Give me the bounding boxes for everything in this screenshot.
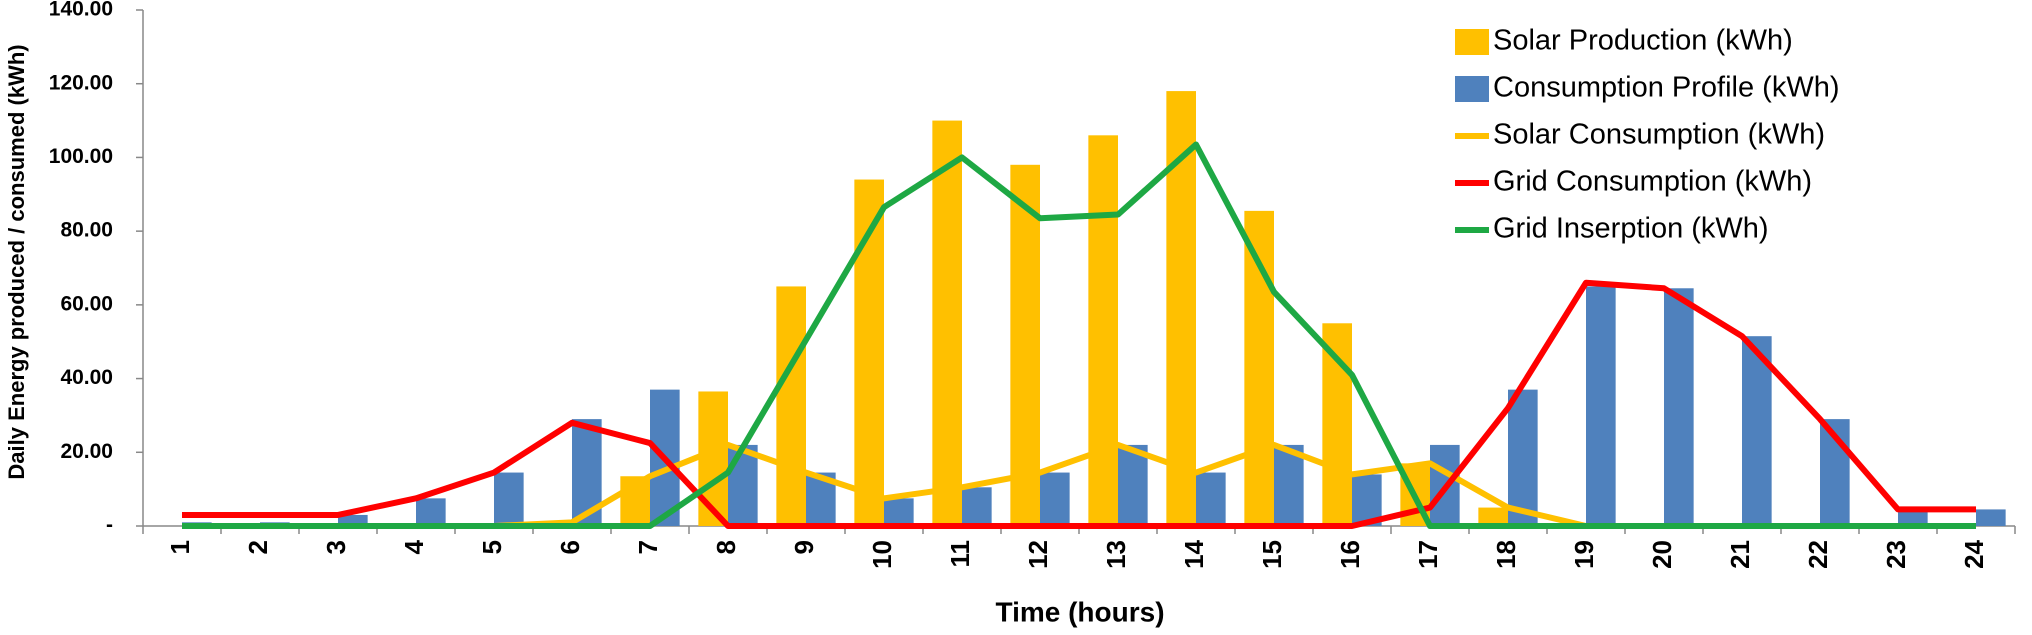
x-tick-label: 11 (945, 540, 975, 568)
bar (1088, 135, 1118, 527)
x-tick-label: 6 (555, 540, 585, 554)
x-tick-label: 3 (321, 540, 351, 554)
y-tick-label: - (106, 514, 113, 537)
x-tick-label: 18 (1491, 540, 1521, 569)
x-tick-label: 14 (1179, 539, 1209, 568)
x-tick-label: 4 (399, 539, 429, 554)
y-tick-label: 100.00 (49, 145, 113, 168)
x-tick-label: 15 (1257, 540, 1287, 569)
y-tick-label: 120.00 (49, 71, 113, 94)
bar (1010, 164, 1040, 527)
legend-label: Consumption Profile (kWh) (1493, 72, 1840, 104)
legend-label: Grid Consumption (kWh) (1493, 166, 1812, 198)
bar (962, 487, 992, 526)
bar (1976, 509, 2006, 526)
bar (1586, 286, 1616, 526)
line (182, 141, 1976, 529)
bar (932, 120, 962, 527)
y-tick-label: 20.00 (60, 440, 113, 463)
bar (1196, 472, 1226, 526)
bar (1898, 511, 1928, 526)
legend-label: Grid Inserption (kWh) (1493, 213, 1769, 245)
x-tick-label: 21 (1725, 540, 1755, 569)
y-axis-title: Daily Energy produced / consumed (kWh) (4, 44, 29, 479)
bar (1664, 288, 1694, 526)
x-axis-title: Time (hours) (995, 596, 1164, 627)
bar (1508, 389, 1538, 526)
x-tick-label: 16 (1335, 540, 1365, 569)
x-tick-label: 22 (1803, 540, 1833, 569)
bar (1040, 472, 1070, 526)
x-tick-label: 1 (165, 540, 195, 554)
x-tick-label: 10 (867, 540, 897, 569)
x-tick-label: 17 (1413, 540, 1443, 569)
legend-swatch (1455, 29, 1489, 55)
bar (1478, 507, 1508, 526)
x-tick-label: 9 (789, 540, 819, 554)
line (182, 279, 1976, 529)
bar (728, 444, 758, 526)
y-tick-label: 40.00 (60, 366, 113, 389)
x-tick-label: 12 (1023, 540, 1053, 569)
y-tick-label: 80.00 (60, 219, 113, 242)
bar (1742, 336, 1772, 526)
bar (1118, 444, 1148, 526)
y-tick-label: 140.00 (49, 0, 113, 21)
legend-label: Solar Production (kWh) (1493, 25, 1793, 57)
bar (776, 286, 806, 526)
y-tick-label: 60.00 (60, 292, 113, 315)
bar (1274, 444, 1304, 526)
x-tick-label: 19 (1569, 540, 1599, 569)
x-tick-label: 8 (711, 540, 741, 554)
x-tick-label: 5 (477, 540, 507, 554)
legend-swatch (1455, 76, 1489, 102)
x-tick-label: 20 (1647, 540, 1677, 569)
x-tick-label: 2 (243, 540, 273, 554)
bar (416, 498, 446, 526)
bar (494, 472, 524, 526)
legend-label: Solar Consumption (kWh) (1493, 119, 1825, 151)
bar (338, 514, 368, 526)
x-tick-label: 24 (1959, 539, 1989, 568)
x-tick-label: 13 (1101, 540, 1131, 569)
bar (698, 391, 728, 526)
x-tick-label: 23 (1881, 540, 1911, 569)
x-tick-label: 7 (633, 540, 663, 554)
bar (1322, 323, 1352, 526)
bar (884, 498, 914, 526)
